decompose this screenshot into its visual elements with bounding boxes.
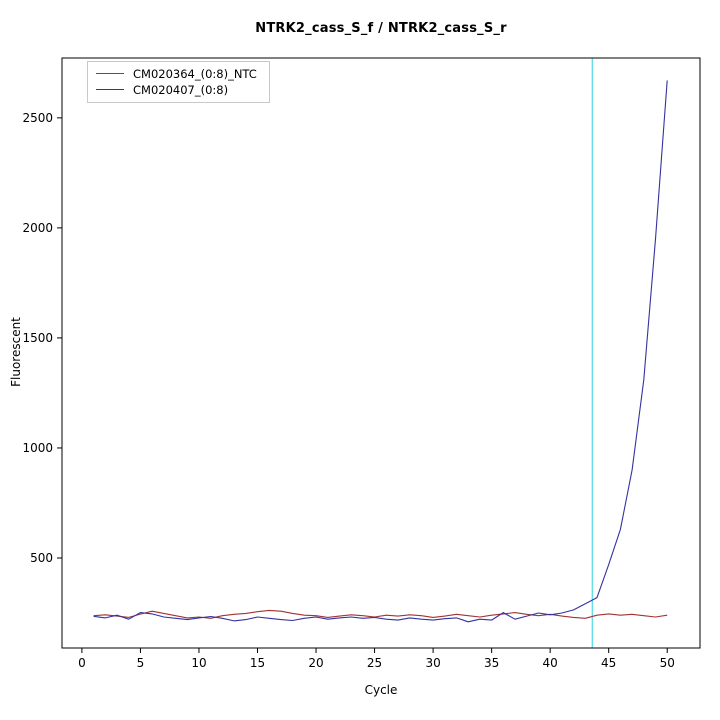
y-tick-label: 500 (30, 551, 53, 565)
plot-border (61, 57, 701, 649)
series-line-0 (93, 609, 668, 619)
y-axis-label: Fluorescent (9, 317, 23, 387)
x-tick-label: 10 (191, 656, 206, 670)
x-tick-label: 5 (137, 656, 145, 670)
x-tick-label: 20 (308, 656, 323, 670)
x-tick-label: 35 (484, 656, 499, 670)
y-tick-label: 2500 (22, 111, 53, 125)
x-tick-label: 0 (78, 656, 86, 670)
series-line-1 (93, 80, 668, 623)
chart-title: NTRK2_cass_S_f / NTRK2_cass_S_r (255, 21, 507, 36)
legend-line-ntc (96, 73, 124, 74)
legend-item-ntc: CM020364_(0:8)_NTC (96, 66, 257, 81)
legend-label-ntc: CM020364_(0:8)_NTC (133, 66, 257, 81)
x-tick-label: 50 (660, 656, 675, 670)
x-axis-label: Cycle (364, 683, 398, 697)
x-tick-label: 40 (543, 656, 558, 670)
y-tick-label: 1000 (22, 441, 53, 455)
x-tick-label: 45 (601, 656, 616, 670)
legend-label-sample: CM020407_(0:8) (133, 82, 229, 97)
x-tick-label: 25 (367, 656, 382, 670)
x-tick-label: 30 (425, 656, 440, 670)
legend: CM020364_(0:8)_NTC CM020407_(0:8) (87, 61, 270, 103)
y-tick-label: 2000 (22, 221, 53, 235)
x-tick-label: 15 (250, 656, 265, 670)
legend-line-sample (96, 89, 124, 90)
legend-item-sample: CM020407_(0:8) (96, 82, 257, 97)
y-tick-label: 1500 (22, 331, 53, 345)
